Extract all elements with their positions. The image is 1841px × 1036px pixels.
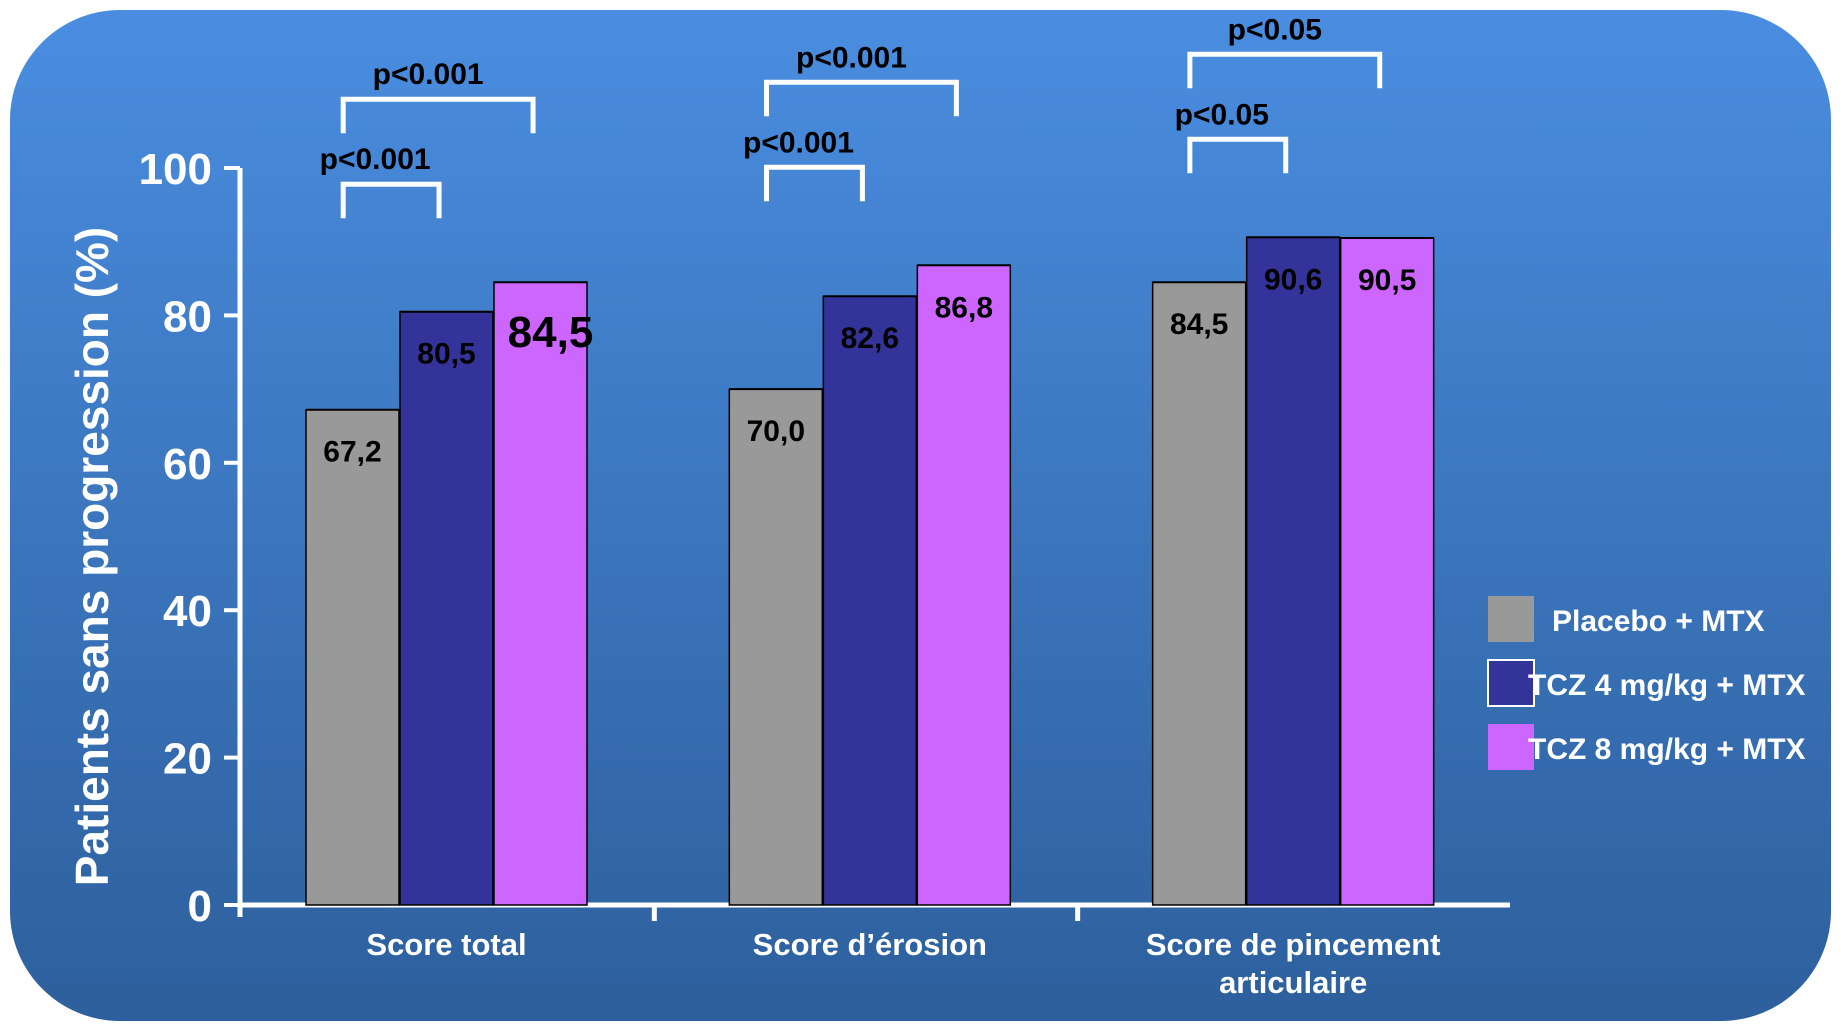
x-category-label: Score d’érosion: [753, 927, 987, 962]
bar-value-label: 84,5: [508, 308, 594, 357]
legend-swatch: [1488, 724, 1534, 770]
legend-label: TCZ 8 mg/kg + MTX: [1528, 733, 1806, 766]
p-value-label: p<0.001: [796, 41, 907, 74]
bar: [822, 295, 918, 906]
bar-value-label: 67,2: [323, 436, 381, 469]
bar-value-label: 84,5: [1170, 308, 1228, 341]
bar: [916, 264, 1012, 906]
p-value-label: p<0.05: [1228, 13, 1322, 46]
bar-value-label: 90,5: [1358, 264, 1416, 297]
bar-value-label: 82,6: [841, 322, 899, 355]
significance-bracket: [340, 181, 442, 219]
bar: [399, 310, 494, 906]
significance-bracket: [340, 96, 536, 134]
legend-swatch: [1487, 659, 1535, 707]
legend-label: TCZ 4 mg/kg + MTX: [1528, 669, 1806, 702]
bar: [305, 408, 400, 906]
y-tick-label: 20: [163, 735, 212, 784]
bar: [1339, 237, 1435, 906]
y-tick-label: 80: [163, 292, 212, 341]
bar-value-label: 90,6: [1264, 263, 1322, 296]
p-value-label: p<0.001: [320, 143, 431, 176]
significance-bracket: [1187, 51, 1383, 89]
significance-bracket: [1187, 136, 1289, 174]
bar: [1245, 236, 1341, 906]
significance-bracket: [764, 164, 865, 202]
bar-value-label: 80,5: [417, 338, 475, 371]
x-category-label: Score total: [366, 927, 526, 962]
bar-value-label: 86,8: [935, 291, 993, 324]
bar: [1151, 281, 1247, 906]
legend-swatch: [1488, 596, 1534, 642]
bar: [493, 281, 588, 906]
x-category-label: articulaire: [1219, 965, 1367, 1000]
y-tick-label: 60: [163, 440, 212, 489]
p-value-label: p<0.05: [1175, 98, 1269, 131]
x-category-label: Score de pincement: [1146, 927, 1441, 962]
significance-bracket: [764, 79, 959, 117]
y-tick-label: 40: [163, 587, 212, 636]
bar-value-label: 70,0: [747, 415, 805, 448]
y-axis-title: Patients sans progression (%): [66, 227, 118, 887]
p-value-label: p<0.001: [743, 126, 854, 159]
legend-label: Placebo + MTX: [1552, 605, 1765, 638]
y-tick-label: 100: [139, 145, 212, 194]
y-tick-label: 0: [188, 882, 212, 931]
p-value-label: p<0.001: [373, 58, 484, 91]
bar: [728, 388, 824, 906]
